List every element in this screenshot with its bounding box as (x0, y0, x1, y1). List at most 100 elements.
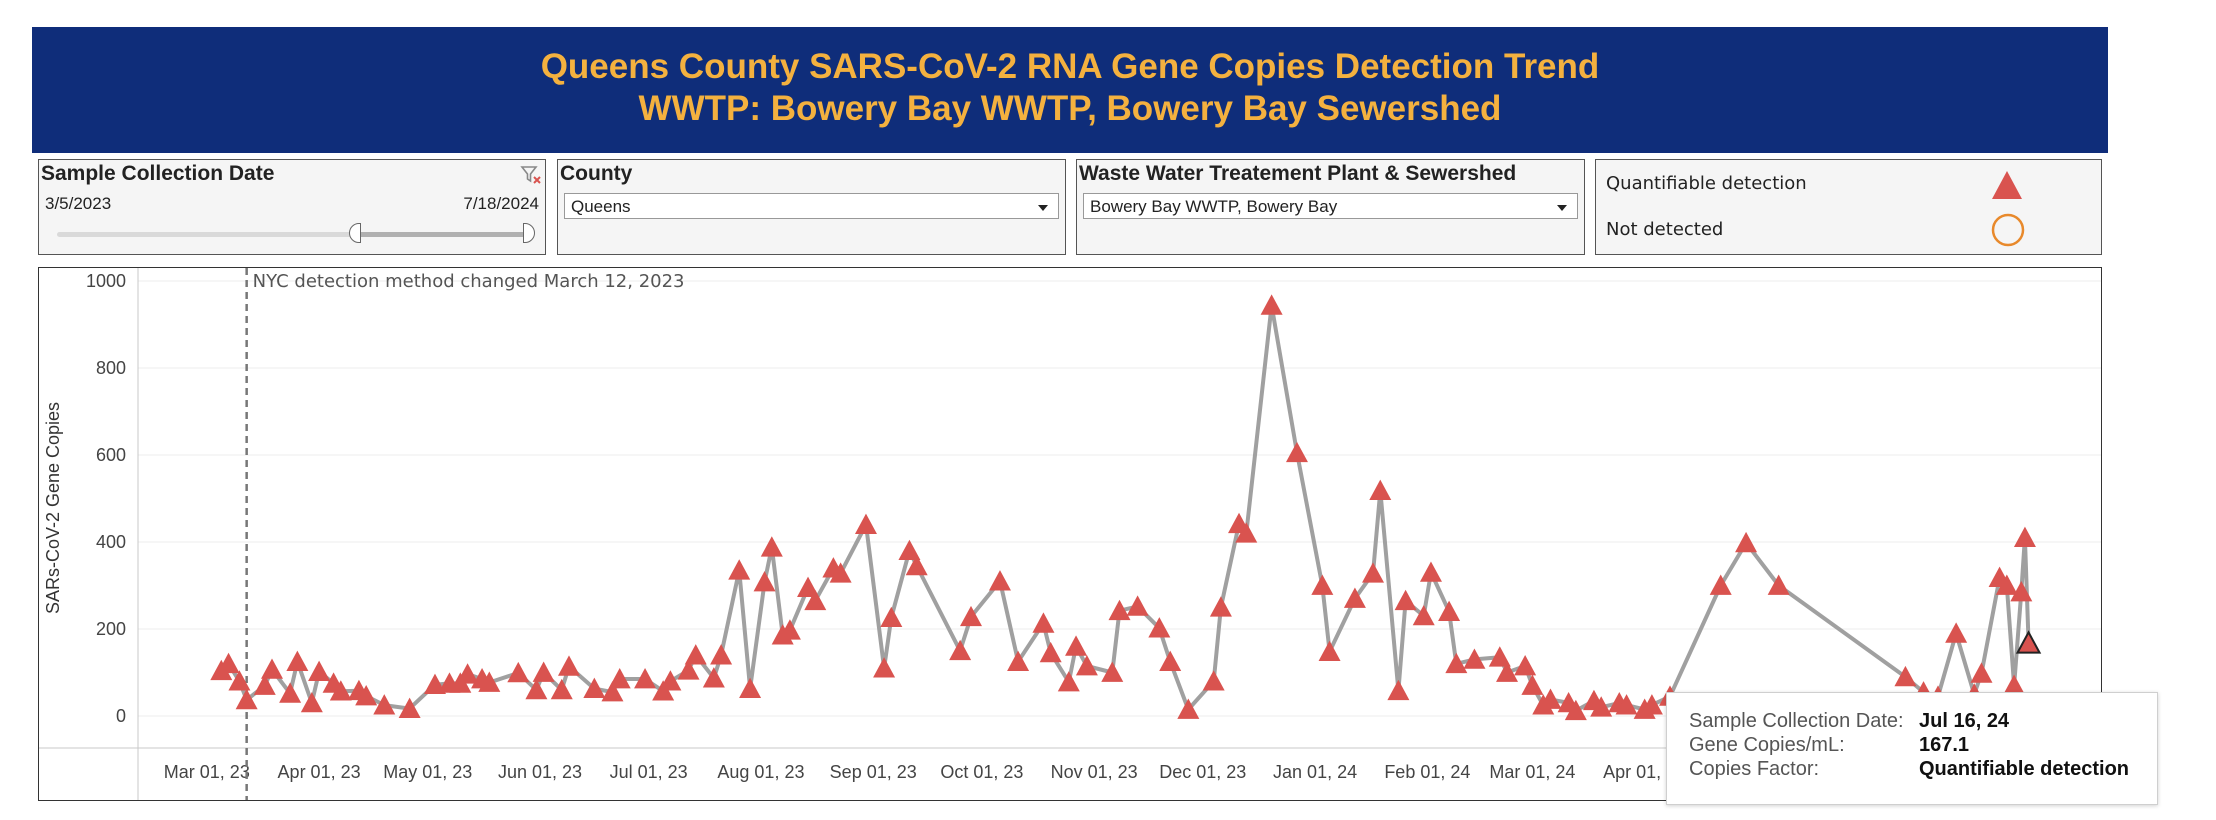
data-point (1108, 599, 1131, 621)
x-tick-label: Apr 01, 24 (1603, 762, 1686, 782)
data-point (1590, 696, 1613, 717)
data-point (1463, 648, 1486, 669)
wwtp-filter: Waste Water Treatement Plant & Sewershed… (1076, 159, 1585, 255)
date-filter-label: Sample Collection Date (41, 162, 275, 185)
data-point (684, 644, 707, 665)
data-point (601, 681, 624, 702)
x-tick-label: Apr 01, 23 (278, 762, 361, 782)
y-tick-label: 400 (96, 532, 126, 552)
data-point (760, 536, 783, 557)
data-point (728, 559, 751, 580)
data-point (1564, 699, 1587, 721)
data-point (905, 554, 928, 576)
chevron-down-icon (1038, 205, 1048, 211)
tooltip-value-copies: 167.1 (1919, 734, 1970, 756)
tooltip-label-factor: Copies Factor: (1689, 758, 1820, 780)
data-point (1419, 561, 1442, 582)
data-point (1202, 670, 1225, 691)
y-tick-label: 800 (96, 358, 126, 378)
x-tick-label: Jul 01, 23 (610, 762, 688, 782)
data-point (753, 571, 776, 592)
x-tick-label: May 01, 23 (383, 762, 472, 782)
legend-label-quantifiable: Quantifiable detection (1606, 173, 1807, 194)
data-point (960, 605, 983, 627)
data-point (1767, 574, 1790, 595)
legend: Quantifiable detection Not detected (1595, 159, 2102, 255)
date-slider-end-handle[interactable] (523, 223, 535, 243)
data-point (2013, 526, 2036, 547)
data-point (355, 684, 378, 706)
data-point (804, 589, 827, 611)
data-point (1065, 635, 1088, 656)
data-point (525, 678, 548, 700)
tooltip-value-date: Jul 16, 24 (1919, 710, 2010, 732)
data-point (507, 661, 530, 683)
data-point (228, 670, 251, 691)
x-ticks: Mar 01, 23 Apr 01, 23 May 01, 23 Jun 01, 23… (164, 762, 1686, 782)
series (210, 294, 2042, 721)
wwtp-dropdown[interactable]: Bowery Bay WWTP, Bowery Bay (1083, 193, 1578, 219)
data-point (1101, 661, 1124, 682)
data-point (235, 688, 258, 710)
data-point (1369, 479, 1392, 501)
data-point (1318, 640, 1341, 661)
y-tick-label: 200 (96, 619, 126, 639)
data-point (898, 539, 921, 561)
data-point (1075, 654, 1098, 676)
data-point (1126, 595, 1149, 616)
data-point (423, 673, 446, 695)
date-slider-start-handle[interactable] (349, 223, 361, 243)
date-filter: Sample Collection Date 3/5/2023 7/18/202… (38, 159, 546, 255)
x-tick-label: Sep 01, 23 (830, 762, 917, 782)
county-dropdown[interactable]: Queens (564, 193, 1059, 219)
data-point (659, 670, 682, 691)
data-point (1311, 574, 1334, 595)
data-point (1970, 662, 1993, 683)
page-title: Queens County SARS-CoV-2 RNA Gene Copies… (540, 47, 1600, 86)
x-tick-label: Mar 01, 23 (164, 762, 250, 782)
data-point (300, 691, 323, 713)
data-point (1521, 674, 1544, 695)
data-point (634, 668, 657, 689)
data-point (854, 513, 877, 534)
data-point (1438, 600, 1461, 621)
data-point (1362, 562, 1385, 583)
data-point (778, 619, 801, 640)
data-point (550, 678, 573, 700)
data-point (557, 655, 580, 676)
data-point (1488, 646, 1511, 667)
data-point (1539, 688, 1562, 709)
legend-label-not-detected: Not detected (1606, 219, 1724, 240)
data-point (1945, 622, 1968, 643)
date-slider-track[interactable] (57, 232, 531, 237)
data-point (1007, 650, 1030, 671)
data-point (829, 562, 852, 583)
data-point (949, 639, 972, 661)
date-end: 7/18/2024 (463, 194, 539, 213)
data-point (456, 663, 479, 684)
tooltip-label-date: Sample Collection Date: (1689, 710, 1904, 732)
data-point (1032, 612, 1055, 633)
filter-clear-icon[interactable] (519, 163, 543, 192)
x-tick-label: Feb 01, 24 (1384, 762, 1470, 782)
x-tick-label: Mar 01, 24 (1489, 762, 1575, 782)
data-point (1615, 694, 1638, 715)
page-subtitle: WWTP: Bowery Bay WWTP, Bowery Bay Sewers… (638, 89, 1502, 128)
data-point (1514, 654, 1537, 676)
x-tick-label: Jun 01, 23 (498, 762, 582, 782)
y-tick-label: 1000 (86, 271, 126, 291)
date-start: 3/5/2023 (45, 194, 112, 213)
data-point (1640, 694, 1663, 715)
county-filter: County Queens (557, 159, 1066, 255)
x-tick-label: Dec 01, 23 (1159, 762, 1246, 782)
data-point (1995, 574, 2018, 595)
data-point (1209, 596, 1232, 617)
data-point (398, 697, 421, 718)
y-axis-label: SARs-CoV-2 Gene Copies (43, 402, 63, 614)
header-banner: Queens County SARS-CoV-2 RNA Gene Copies… (32, 27, 2108, 153)
data-point (873, 657, 896, 678)
data-point (702, 667, 725, 688)
data-point (880, 606, 903, 628)
data-point (1735, 531, 1758, 553)
data-point (1894, 665, 1917, 687)
